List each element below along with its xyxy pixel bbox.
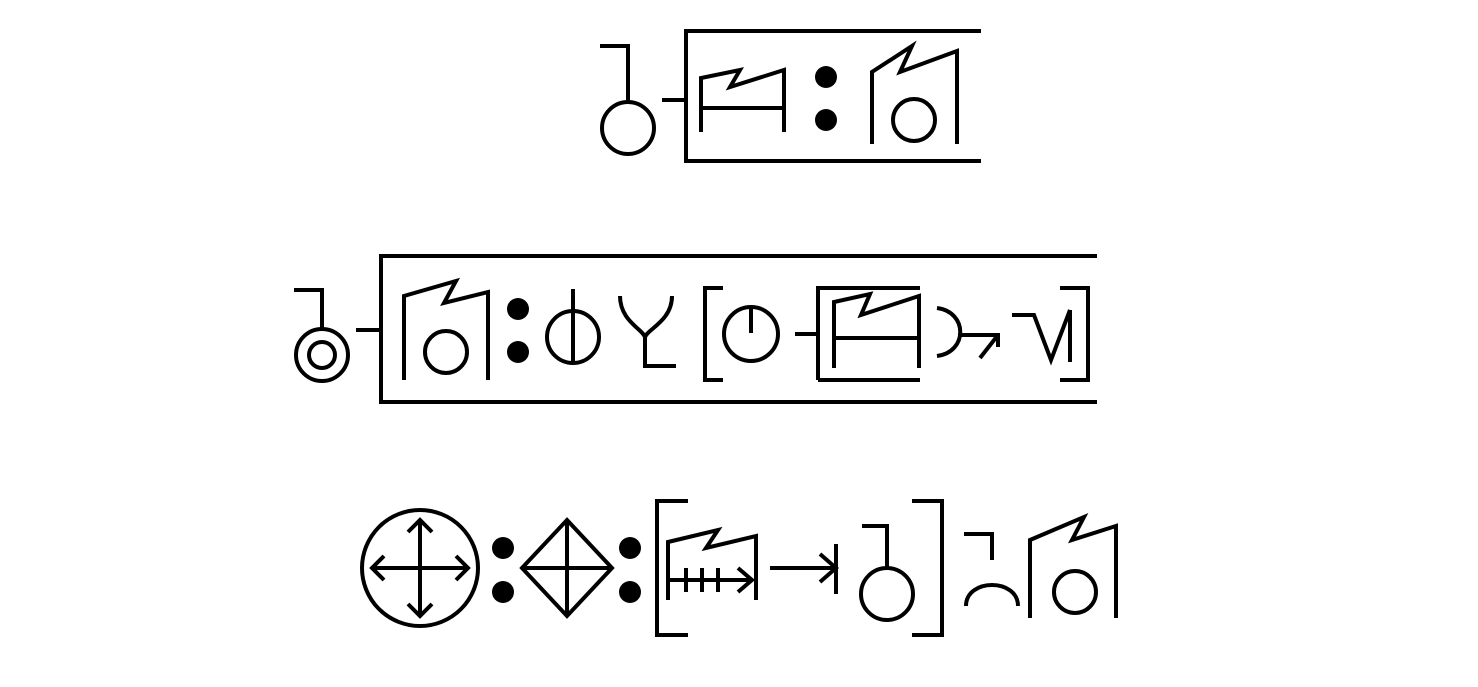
diamond-cross-glyph <box>519 517 615 619</box>
flag-frame-glyph <box>816 286 921 382</box>
arc-arrow-glyph <box>936 306 1000 360</box>
row-3 <box>360 499 1118 637</box>
colon-separator <box>619 537 641 603</box>
bracket-open <box>703 286 723 382</box>
circle-tick-glyph <box>722 305 780 363</box>
v-bar-glyph <box>1012 309 1072 366</box>
hook-circle-glyph <box>859 524 915 622</box>
bracket-close <box>912 499 944 637</box>
flag-frame-glyph <box>699 67 786 132</box>
hook-circle-glyph <box>600 44 656 156</box>
bracket-close <box>1060 286 1090 382</box>
arrow-bar-glyph <box>770 544 840 594</box>
flag-circle-glyph <box>1028 512 1118 618</box>
open-right-box <box>379 254 1097 404</box>
circle-vertical-bar-glyph <box>545 289 601 365</box>
open-right-box <box>684 29 981 163</box>
hook-double-circle-glyph <box>294 288 350 383</box>
arch-hook-glyph <box>964 532 1020 607</box>
flag-arrow-ticks-glyph <box>666 526 758 600</box>
flag-circle-glyph <box>402 277 490 380</box>
row-1 <box>600 29 981 163</box>
colon-separator <box>492 537 514 603</box>
bracket-open <box>655 499 688 637</box>
flag-circle-glyph <box>870 40 959 144</box>
row-2 <box>294 254 1097 404</box>
colon-separator <box>507 298 529 363</box>
fork-hook-glyph <box>618 295 676 368</box>
colon-separator <box>815 66 837 131</box>
circle-four-arrows-glyph <box>360 508 480 628</box>
